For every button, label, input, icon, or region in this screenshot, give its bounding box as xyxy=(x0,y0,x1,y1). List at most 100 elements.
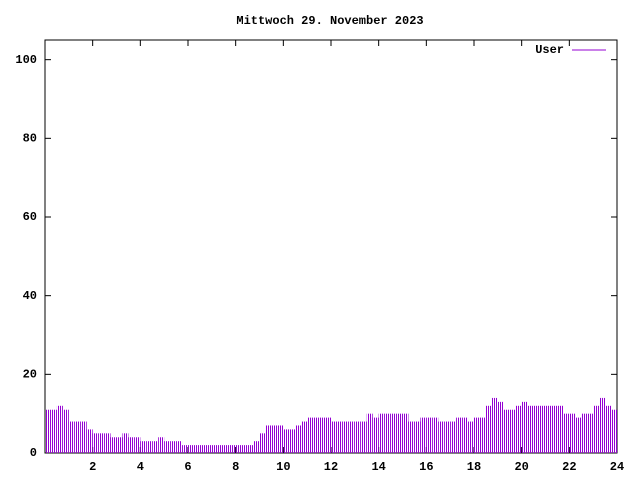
impulse xyxy=(325,417,331,453)
x-tick-label: 2 xyxy=(89,460,96,474)
x-tick-label: 18 xyxy=(467,460,481,474)
impulse xyxy=(402,413,409,453)
impulse xyxy=(122,433,129,453)
impulse xyxy=(348,421,355,453)
impulse xyxy=(557,405,564,453)
impulse xyxy=(116,437,123,453)
impulse xyxy=(444,421,451,453)
impulse xyxy=(468,421,474,453)
impulse xyxy=(301,421,308,453)
impulse xyxy=(62,409,69,453)
impulse xyxy=(336,421,343,453)
y-tick-label: 0 xyxy=(30,446,37,460)
chart-title: Mittwoch 29. November 2023 xyxy=(236,14,423,28)
impulse xyxy=(485,405,492,453)
impulse xyxy=(110,437,117,453)
impulse xyxy=(86,429,93,453)
impulse xyxy=(80,421,87,453)
impulse xyxy=(235,445,242,453)
impulse xyxy=(176,441,183,453)
impulse xyxy=(503,409,510,453)
impulse xyxy=(164,441,171,453)
impulse xyxy=(74,421,81,453)
impulse xyxy=(289,429,296,453)
impulse xyxy=(229,445,236,453)
impulse xyxy=(170,441,177,453)
impulse xyxy=(295,425,302,453)
impulse xyxy=(599,397,606,453)
impulse xyxy=(199,445,206,453)
impulse xyxy=(253,441,260,453)
impulse xyxy=(56,405,63,453)
y-tick-label: 60 xyxy=(23,210,37,224)
impulse xyxy=(313,417,320,453)
x-tick-label: 14 xyxy=(371,460,385,474)
impulse xyxy=(551,405,558,453)
x-tick-label: 8 xyxy=(232,460,239,474)
impulse xyxy=(360,421,367,453)
impulse xyxy=(193,445,200,453)
impulse xyxy=(342,421,349,453)
impulse xyxy=(575,417,582,453)
impulse xyxy=(462,417,469,453)
impulse xyxy=(396,413,403,453)
y-tick-label: 40 xyxy=(23,289,37,303)
impulse xyxy=(474,417,480,453)
impulse xyxy=(450,421,457,453)
impulse xyxy=(509,409,516,453)
y-tick-label: 80 xyxy=(23,132,37,146)
impulse xyxy=(563,413,570,453)
impulse xyxy=(182,445,188,453)
impulse xyxy=(456,417,463,453)
impulse xyxy=(515,405,522,453)
impulse xyxy=(128,437,135,453)
impulse xyxy=(414,421,421,453)
x-tick-label: 22 xyxy=(562,460,576,474)
impulse xyxy=(140,441,147,453)
impulse xyxy=(205,445,212,453)
impulse xyxy=(319,417,326,453)
impulse xyxy=(497,401,504,453)
x-tick-label: 10 xyxy=(276,460,290,474)
impulse xyxy=(593,405,600,453)
impulse xyxy=(146,441,153,453)
impulse xyxy=(605,405,612,453)
x-tick-label: 12 xyxy=(324,460,338,474)
impulse xyxy=(426,417,433,453)
x-tick-label: 6 xyxy=(184,460,191,474)
impulse xyxy=(217,445,224,453)
impulse xyxy=(384,413,391,453)
x-tick-label: 20 xyxy=(514,460,528,474)
impulse xyxy=(50,409,57,453)
impulse xyxy=(92,433,99,453)
y-tick-label: 100 xyxy=(15,53,37,67)
x-tick-label: 24 xyxy=(610,460,624,474)
impulse xyxy=(438,421,445,453)
impulse xyxy=(521,401,528,453)
impulse xyxy=(223,445,230,453)
x-tick-label: 4 xyxy=(137,460,144,474)
impulse xyxy=(134,437,141,453)
legend-label: User xyxy=(535,43,564,57)
impulse xyxy=(68,421,75,453)
impulse xyxy=(158,437,165,453)
impulse xyxy=(98,433,105,453)
impulse xyxy=(545,405,552,453)
impulse xyxy=(265,425,272,453)
impulse xyxy=(587,413,594,453)
impulse xyxy=(45,409,51,453)
impulse xyxy=(259,433,266,453)
impulse xyxy=(211,445,218,453)
impulse xyxy=(104,433,111,453)
impulse xyxy=(533,405,540,453)
impulse xyxy=(372,417,379,453)
impulse xyxy=(271,425,278,453)
impulse xyxy=(188,445,194,453)
x-tick-label: 16 xyxy=(419,460,433,474)
impulse xyxy=(581,413,588,453)
impulse xyxy=(152,441,159,453)
impulse xyxy=(283,429,290,453)
impulse xyxy=(307,417,314,453)
impulse xyxy=(408,421,415,453)
